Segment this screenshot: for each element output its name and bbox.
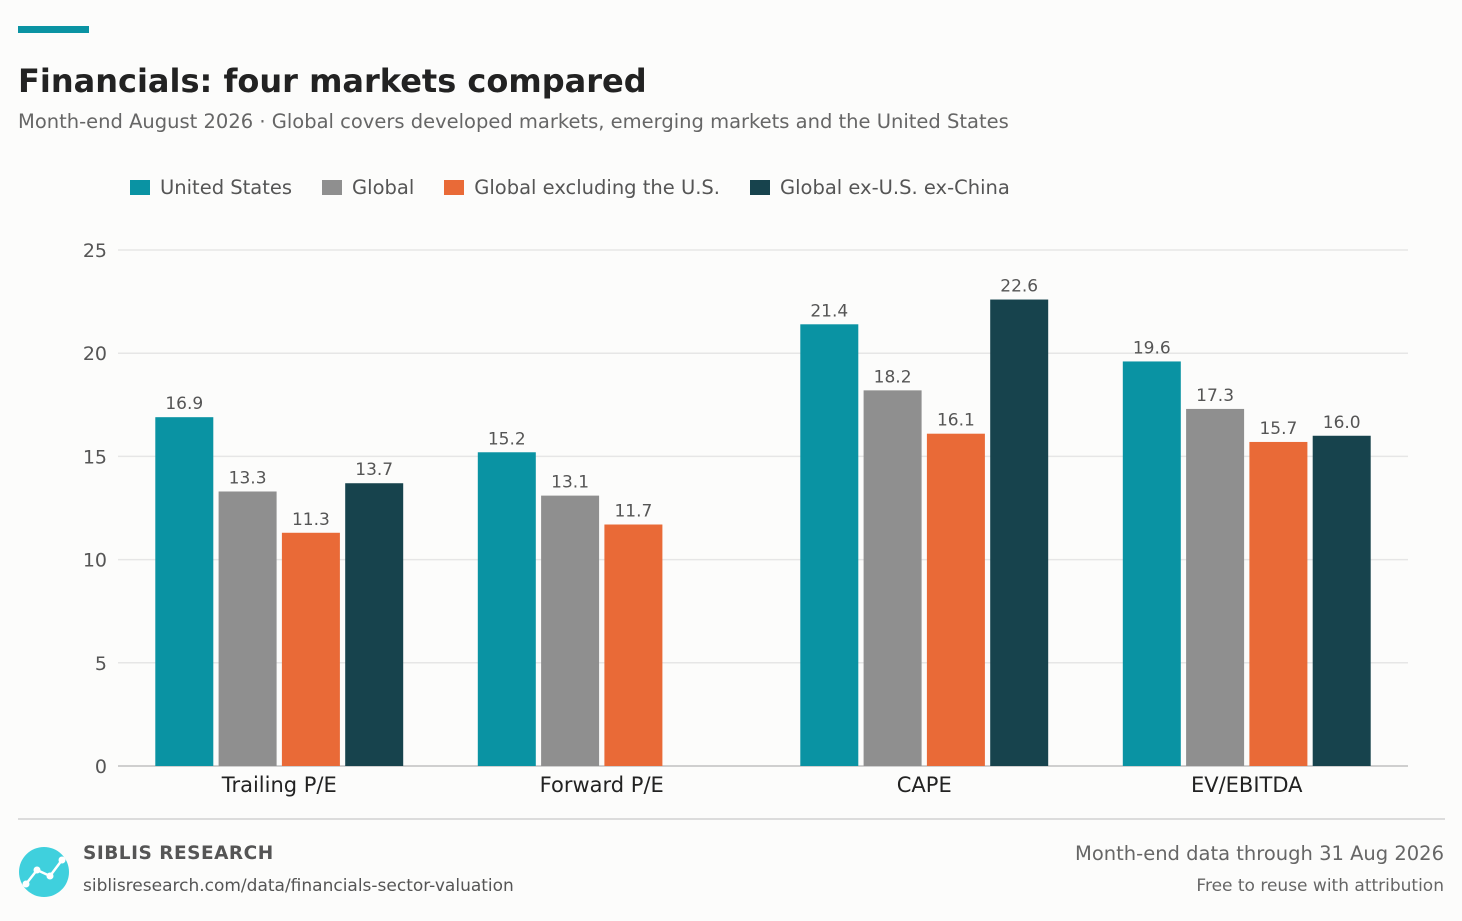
y-tick-label: 5	[95, 653, 107, 675]
data-label: 16.1	[937, 411, 975, 431]
y-tick-label: 15	[83, 446, 107, 468]
legend-swatch	[322, 179, 343, 195]
brand-name: SIBLIS RESEARCH	[83, 843, 274, 864]
legend-item-global-ex-us-ex-china: Global ex-U.S. ex-China	[750, 176, 1010, 199]
chart-legend: United States Global Global excluding th…	[130, 174, 1040, 200]
bar	[990, 299, 1049, 766]
footer-divider	[18, 818, 1445, 820]
bar	[1312, 435, 1371, 766]
data-label: 19.6	[1133, 338, 1171, 358]
page-subtitle: Month-end August 2026 · Global covers de…	[18, 110, 1009, 133]
bar	[1122, 361, 1181, 766]
data-label: 22.6	[1000, 277, 1038, 297]
legend-label: Global	[352, 175, 415, 199]
data-label: 17.3	[1196, 386, 1234, 406]
legend-swatch	[444, 179, 465, 195]
data-label: 16.0	[1323, 413, 1361, 433]
data-label: 21.4	[810, 301, 848, 321]
data-label: 18.2	[874, 367, 912, 387]
bar	[281, 532, 340, 766]
bar	[541, 495, 600, 766]
bar	[1249, 441, 1308, 766]
data-date-note: Month-end data through 31 Aug 2026	[1075, 842, 1444, 865]
data-label: 13.3	[229, 468, 267, 488]
bar	[218, 491, 277, 766]
bar	[1186, 408, 1245, 766]
bar	[926, 433, 985, 766]
data-label: 13.1	[551, 473, 589, 493]
data-label: 13.7	[355, 460, 393, 480]
bar	[155, 417, 214, 766]
bar	[345, 483, 404, 766]
page-title: Financials: four markets compared	[18, 62, 647, 100]
data-label: 15.2	[488, 429, 526, 449]
line-chart-logo-icon	[19, 847, 69, 897]
bar	[800, 324, 859, 766]
legend-swatch	[750, 179, 770, 195]
brand-url[interactable]: siblisresearch.com/data/financials-secto…	[83, 876, 514, 896]
legend-label: Global ex-U.S. ex-China	[780, 175, 1010, 199]
x-tick-label: Trailing P/E	[221, 773, 337, 797]
bar	[863, 390, 922, 766]
legend-label: United States	[160, 175, 293, 199]
y-tick-label: 0	[95, 756, 107, 778]
data-label: 11.3	[292, 510, 330, 530]
y-tick-label: 25	[83, 240, 107, 262]
bar	[604, 524, 663, 766]
bar-chart: 0 5 10 15 20 25 16.9 13.3 11.3 13.7 Trailing P/E 15…	[83, 240, 1408, 797]
x-tick-label: EV/EBITDA	[1191, 773, 1303, 797]
y-tick-label: 20	[83, 343, 107, 365]
x-tick-label: Forward P/E	[540, 773, 664, 797]
legend-item-global: Global	[322, 176, 414, 199]
bar	[477, 452, 536, 766]
legend-item-united-states: United States	[130, 176, 292, 199]
legend-item-global-ex-us: Global excluding the U.S.	[444, 176, 720, 199]
legend-label: Global excluding the U.S.	[474, 175, 720, 199]
legend-swatch	[130, 179, 150, 195]
data-label: 15.7	[1259, 419, 1297, 439]
data-label: 11.7	[614, 502, 652, 522]
license-note: Free to reuse with attribution	[1196, 876, 1444, 896]
accent-bar	[18, 26, 89, 33]
data-label: 16.9	[165, 394, 203, 414]
y-tick-label: 10	[83, 550, 107, 572]
x-tick-label: CAPE	[897, 773, 952, 797]
